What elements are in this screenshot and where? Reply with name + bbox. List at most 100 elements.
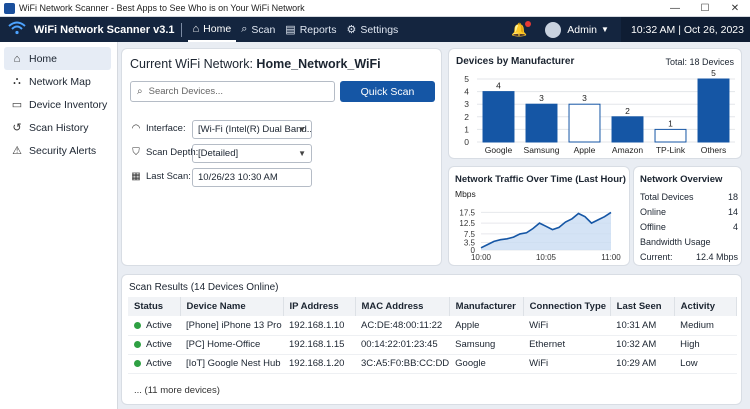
manufacturer-bar-chart: 0 1 2 3 4 5 4 Google 3 Samsung 3 Apple 2 Amazon 1 TP-Li… [464,68,735,155]
last-scan-field[interactable]: 10/26/23 10:30 AM [192,168,312,187]
chevron-down-icon[interactable]: ▼ [601,25,609,34]
bar [482,91,515,143]
overview-row: Total Devices 18 [640,192,738,202]
bar [654,128,687,143]
activity-cell: High [674,335,737,355]
manufacturer-cell: Apple [449,316,524,336]
status-cell: Active [128,335,180,355]
column-header[interactable]: Connection Type [523,297,611,316]
mac-cell: 00:14:22:01:23:45 [355,335,450,355]
bar-value-label: 1 [668,118,673,128]
status-text: Active [146,339,172,350]
results-table: Status Device Name IP Address MAC Addres… [128,297,738,374]
x-tick-label: TP-Link [656,145,686,155]
mac-cell: AC:DE:48:00:11:22 [355,316,450,336]
scan-results-title: Scan Results (14 Devices Online) [129,282,279,293]
inventory-icon: ▭ [11,99,23,111]
x-tick-label: Amazon [612,145,643,155]
bar [697,78,730,143]
sidebar-item-security-alerts[interactable]: ⚠ Security Alerts [0,139,117,162]
overview-row: Bandwidth Usage [640,237,738,247]
x-tick-label: Google [485,145,513,155]
manufacturer-cell: Google [449,354,524,374]
network-heading: Current WiFi Network: Home_Network_WiFi [130,57,381,71]
y-tick-label: 2 [464,112,469,122]
depth-label: Scan Depth: [146,147,199,158]
y-tick-label: 4 [464,87,469,97]
column-header[interactable]: Manufacturer [449,297,524,316]
notification-bell-icon[interactable]: 🔔 [511,20,532,38]
tab-settings[interactable]: ⚙ Settings [341,17,403,42]
table-row[interactable]: Active [PC] Home-Office 192.168.1.15 00:… [128,335,737,355]
overview-row: Offline 4 [640,222,738,232]
maximize-button[interactable]: ☐ [700,3,710,14]
overview-title: Network Overview [640,174,723,185]
window-titlebar: WiFi Network Scanner - Best Apps to See … [0,0,750,17]
scan-depth-select[interactable]: [Detailed] ▼ [192,144,312,163]
sidebar-item-scan-history[interactable]: ↺ Scan History [0,116,117,139]
alert-icon: ⚠ [12,145,22,157]
tab-reports[interactable]: ▤ Reports [280,17,341,42]
status-dot [134,359,141,367]
column-header[interactable]: MAC Address [355,297,450,316]
y-tick-label: 3 [464,99,469,109]
overview-value: 18 [727,192,738,202]
sidebar-item-label: Network Map [29,75,91,88]
sidebar-item-network-map[interactable]: ⛬ Network Map [0,70,117,93]
tab-scan[interactable]: ⌕ Scan [236,17,280,42]
table-row[interactable]: Active [IoT] Google Nest Hub 192.168.1.2… [128,354,737,374]
search-input[interactable]: ⌕ Search Devices... [130,81,335,102]
sidebar-item-home[interactable]: ⌂ Home [4,47,111,70]
sidebar-item-device-inventory[interactable]: ▭ Device Inventory [0,93,117,116]
x-tick-label: 10:00 [471,253,492,262]
series-line [480,211,612,249]
overview-value: 14 [727,207,738,217]
depth-row: ⛉ Scan Depth: [130,147,199,158]
bar [568,103,601,143]
interface-value: [Wi-Fi (Intel(R) Dual Band... [198,124,312,135]
x-tick-label: Samsung [524,145,560,155]
y-tick-label: 0 [464,137,469,147]
history-icon: ↺ [12,122,22,134]
status-text: Active [146,358,172,369]
y-tick-label: 0 [471,246,476,255]
column-header[interactable]: Last Seen [610,297,675,316]
table-header-row: Status Device Name IP Address MAC Addres… [128,297,738,316]
sidebar-item-label: Scan History [29,121,89,134]
avatar[interactable] [545,21,562,38]
last-scan-row: ▦ Last Scan: [130,171,196,182]
user-name[interactable]: Admin [567,23,598,36]
column-header[interactable]: Status [128,297,181,316]
table-row[interactable]: Active [Phone] iPhone 13 Pro 192.168.1.1… [128,316,737,336]
overview-label: Current: [640,252,673,262]
traffic-chart-title: Network Traffic Over Time (Last Hour) [455,174,626,185]
column-header[interactable]: Activity [674,297,738,316]
x-tick-label: Others [701,145,727,155]
more-devices-link[interactable]: ... (11 more devices) [134,385,220,396]
sidebar-item-label: Security Alerts [29,144,97,157]
interface-label: Interface: [146,123,186,134]
search-placeholder: Search Devices... [148,86,224,97]
network-heading-prefix: Current WiFi Network: [130,57,253,71]
manufacturer-chart-title: Devices by Manufacturer [456,56,575,67]
home-icon: ⌂ [192,22,200,35]
tab-home[interactable]: ⌂ Home [187,17,237,42]
chevron-down-icon: ▼ [298,125,306,134]
chevron-down-icon: ▼ [298,149,306,158]
series-area [481,212,611,250]
status-dot [134,340,141,348]
y-tick-label: 5 [464,74,469,84]
device-name-cell: [Phone] iPhone 13 Pro [180,316,283,336]
column-header[interactable]: Device Name [180,297,284,316]
quick-scan-button[interactable]: Quick Scan [340,81,435,102]
column-header[interactable]: IP Address [283,297,356,316]
overview-label: Total Devices [640,192,694,202]
app-icon [4,2,15,14]
mac-cell: 3C:A5:F0:BB:CC:DD [355,354,450,374]
notification-dot [525,20,532,27]
close-button[interactable]: ✕ [730,3,740,14]
interface-select[interactable]: [Wi-Fi (Intel(R) Dual Band... ▼ [192,120,312,139]
bar-value-label: 3 [539,93,544,103]
manufacturer-total: Total: 18 Devices [665,57,734,67]
minimize-button[interactable]: — [670,3,680,14]
